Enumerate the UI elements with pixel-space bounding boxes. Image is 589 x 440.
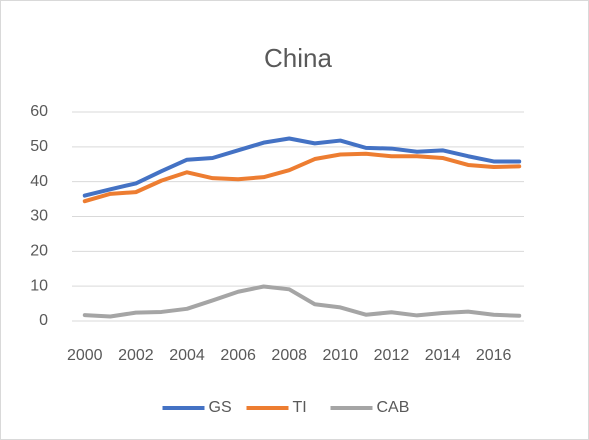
x-tick-label: 2002: [118, 347, 154, 364]
y-tick-label: 10: [30, 277, 48, 294]
line-series: [82, 151, 522, 204]
x-tick-label: 2010: [323, 347, 359, 364]
x-tick-label: 2014: [425, 347, 461, 364]
x-tick-label: 2016: [476, 347, 512, 364]
line-series: [82, 284, 522, 319]
legend-label: CAB: [377, 399, 410, 416]
y-tick-label: 50: [30, 138, 48, 155]
x-tick-label: 2004: [169, 347, 205, 364]
line-series: [82, 136, 522, 198]
y-tick-label: 40: [30, 173, 48, 190]
y-tick-label: 30: [30, 208, 48, 225]
legend-label: GS: [209, 399, 232, 416]
x-tick-label: 2008: [271, 347, 307, 364]
x-tick-label: 2012: [374, 347, 410, 364]
x-tick-label: 2000: [67, 347, 103, 364]
y-tick-label: 0: [39, 312, 48, 329]
y-tick-label: 60: [30, 103, 48, 120]
chart-title: China: [264, 43, 332, 73]
y-tick-label: 20: [30, 243, 48, 260]
legend-label: TI: [293, 399, 307, 416]
x-tick-label: 2006: [220, 347, 256, 364]
